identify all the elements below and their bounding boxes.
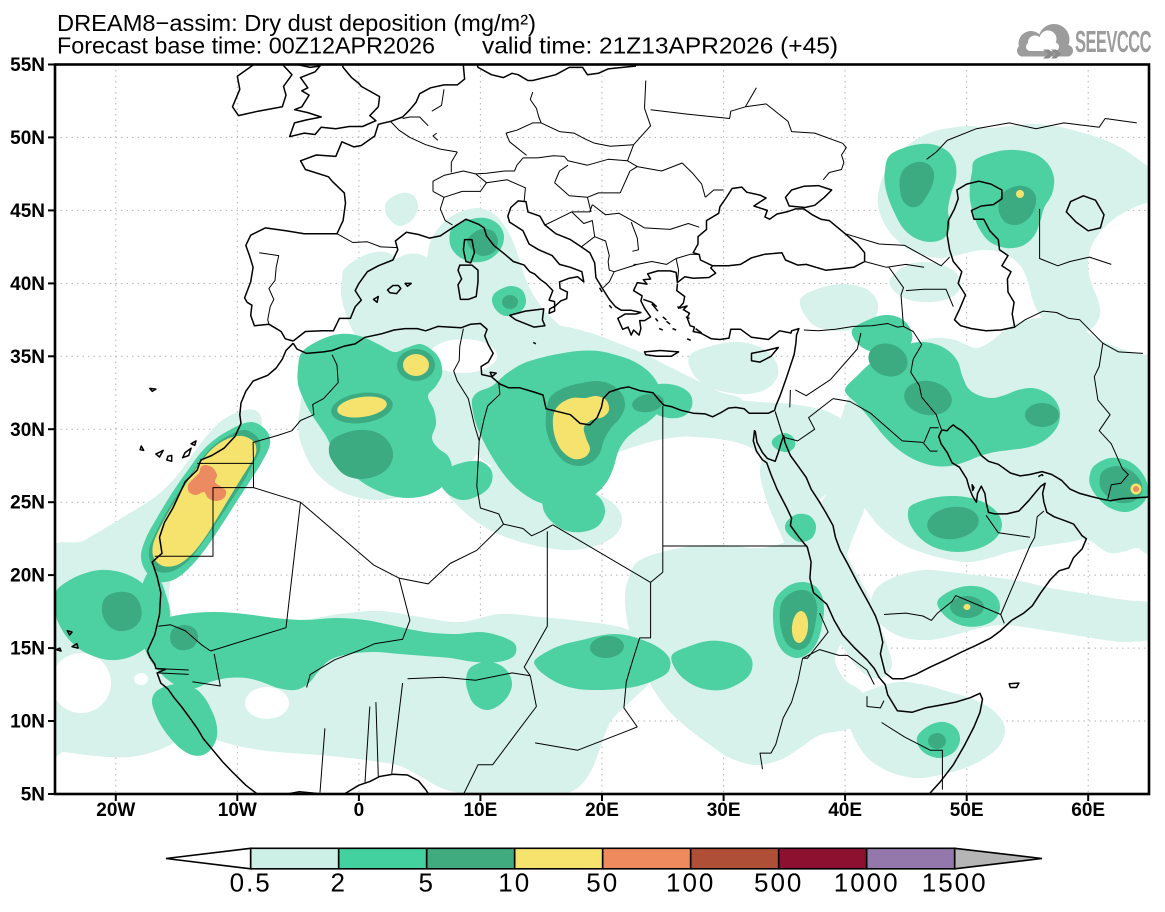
svg-text:20N: 20N [10, 566, 45, 587]
svg-text:50N: 50N [10, 128, 45, 149]
svg-text:25N: 25N [10, 493, 45, 514]
svg-text:0.5: 0.5 [230, 868, 272, 898]
svg-text:50: 50 [586, 868, 619, 898]
svg-text:40N: 40N [10, 274, 45, 295]
svg-text:10N: 10N [10, 712, 45, 733]
svg-text:100: 100 [666, 868, 715, 898]
svg-text:30E: 30E [707, 800, 741, 821]
svg-text:40E: 40E [828, 800, 862, 821]
svg-text:2: 2 [330, 868, 346, 898]
svg-text:45N: 45N [10, 201, 45, 222]
svg-text:DREAM8−assim: Dry dust deposit: DREAM8−assim: Dry dust deposition (mg/m²… [57, 10, 536, 36]
svg-text:Forecast base time: 00Z12APR20: Forecast base time: 00Z12APR2026 [57, 33, 435, 59]
svg-text:20W: 20W [96, 800, 135, 821]
svg-text:10: 10 [498, 868, 531, 898]
svg-text:5: 5 [418, 868, 434, 898]
svg-text:10W: 10W [218, 800, 257, 821]
svg-text:15N: 15N [10, 639, 45, 660]
svg-text:1000: 1000 [834, 868, 900, 898]
svg-text:valid time: 21Z13APR2026 (+45): valid time: 21Z13APR2026 (+45) [482, 33, 838, 59]
svg-text:50E: 50E [950, 800, 984, 821]
svg-text:SEEVCCC: SEEVCCC [1075, 24, 1151, 59]
svg-text:500: 500 [754, 868, 803, 898]
svg-text:1500: 1500 [922, 868, 988, 898]
svg-text:30N: 30N [10, 420, 45, 441]
svg-text:10E: 10E [463, 800, 497, 821]
svg-text:0: 0 [354, 800, 365, 821]
svg-text:20E: 20E [585, 800, 619, 821]
svg-text:60E: 60E [1071, 800, 1105, 821]
svg-text:5N: 5N [21, 785, 45, 806]
svg-text:35N: 35N [10, 347, 45, 368]
svg-text:55N: 55N [10, 55, 45, 76]
